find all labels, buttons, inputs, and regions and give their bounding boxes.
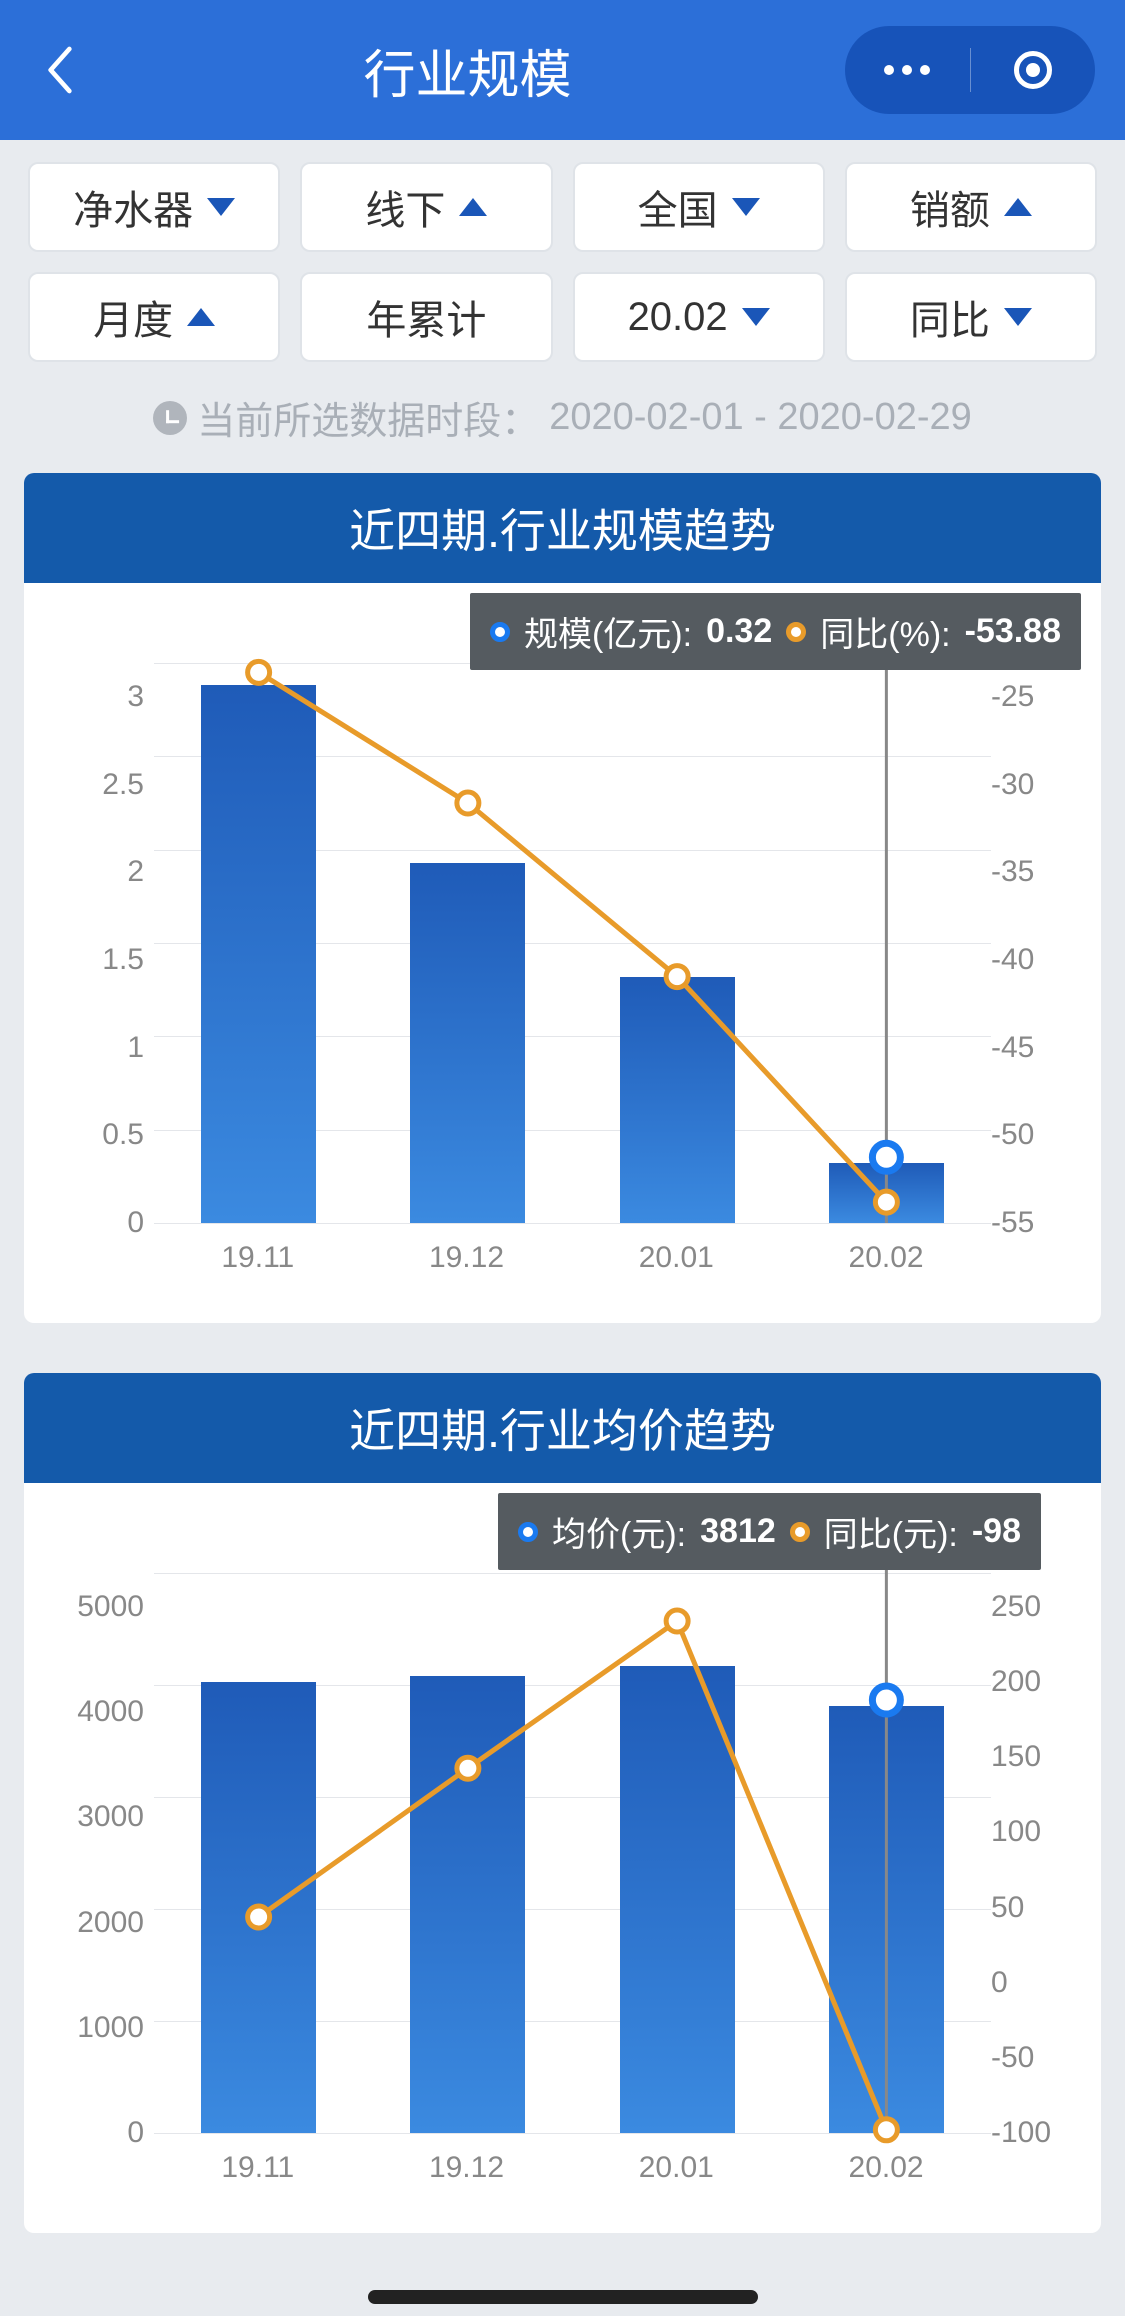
chart-price[interactable]: 均价(元): 3812 同比(元): -98 50004000300020001… xyxy=(24,1483,1101,2233)
filter-metric[interactable]: 销额 xyxy=(845,162,1097,252)
filter-period[interactable]: 20.02 xyxy=(573,272,825,362)
chevron-down-icon xyxy=(1004,308,1032,326)
tooltip-series1-value: 3812 xyxy=(700,1512,776,1551)
chevron-up-icon xyxy=(1004,198,1032,216)
filter-label: 线下 xyxy=(365,178,445,236)
filter-label: 月度 xyxy=(93,288,173,346)
filter-bar: 净水器 线下 全国 销额 月度 年累计 20.02 同比 xyxy=(0,140,1125,374)
tooltip-series1-label: 均价(元): xyxy=(552,1507,686,1556)
home-indicator xyxy=(368,2290,758,2304)
date-range-info: 当前所选数据时段： 2020-02-01 - 2020-02-29 xyxy=(0,374,1125,473)
date-range: 2020-02-01 - 2020-02-29 xyxy=(549,396,972,439)
chart-tooltip: 规模(亿元): 0.32 同比(%): -53.88 xyxy=(470,593,1081,670)
tooltip-series1-label: 规模(亿元): xyxy=(524,607,692,656)
y-axis-left: 500040003000200010000 xyxy=(54,1573,144,2133)
card-price-trend: 近四期.行业均价趋势 均价(元): 3812 同比(元): -98 500040… xyxy=(24,1373,1101,2233)
tooltip-marker-icon xyxy=(790,1522,810,1542)
back-chevron-icon xyxy=(46,46,74,94)
card-title: 近四期.行业规模趋势 xyxy=(24,473,1101,583)
chart-line-overlay xyxy=(154,663,991,1223)
filter-label: 同比 xyxy=(910,288,990,346)
clock-icon xyxy=(153,401,187,435)
capsule-menu-button[interactable] xyxy=(845,26,970,114)
filter-product[interactable]: 净水器 xyxy=(28,162,280,252)
y-axis-left: 32.521.510.50 xyxy=(54,663,144,1223)
filter-label: 年累计 xyxy=(366,288,486,346)
chevron-down-icon xyxy=(742,308,770,326)
y-axis-right: 250200150100500-50-100 xyxy=(991,1573,1081,2133)
filter-label: 20.02 xyxy=(628,295,728,340)
chevron-down-icon xyxy=(732,198,760,216)
filter-label: 净水器 xyxy=(73,178,193,236)
tooltip-marker-icon xyxy=(786,622,806,642)
filter-monthly[interactable]: 月度 xyxy=(28,272,280,362)
miniprogram-capsule xyxy=(845,26,1095,114)
tooltip-marker-icon xyxy=(490,622,510,642)
chevron-up-icon xyxy=(187,308,215,326)
y-axis-right: -25-30-35-40-45-50-55 xyxy=(991,663,1081,1223)
filter-compare[interactable]: 同比 xyxy=(845,272,1097,362)
card-title: 近四期.行业均价趋势 xyxy=(24,1373,1101,1483)
app-header: 行业规模 xyxy=(0,0,1125,140)
filter-channel[interactable]: 线下 xyxy=(300,162,552,252)
target-icon xyxy=(1014,51,1052,89)
chart-scale[interactable]: 规模(亿元): 0.32 同比(%): -53.88 32.521.510.50… xyxy=(24,583,1101,1323)
back-button[interactable] xyxy=(30,40,90,100)
chart-line-overlay xyxy=(154,1573,991,2133)
tooltip-series2-label: 同比(元): xyxy=(824,1507,958,1556)
x-axis: 19.1119.1220.0120.02 xyxy=(154,2151,991,2185)
chevron-down-icon xyxy=(207,198,235,216)
more-icon xyxy=(884,65,930,75)
tooltip-series2-value: -53.88 xyxy=(965,612,1061,651)
tooltip-series2-label: 同比(%): xyxy=(820,607,950,656)
tooltip-series2-value: -98 xyxy=(972,1512,1021,1551)
chart-tooltip: 均价(元): 3812 同比(元): -98 xyxy=(498,1493,1041,1570)
page-title: 行业规模 xyxy=(90,33,845,108)
filter-label: 全国 xyxy=(638,178,718,236)
x-axis: 19.1119.1220.0120.02 xyxy=(154,1241,991,1275)
filter-ytd[interactable]: 年累计 xyxy=(300,272,552,362)
card-scale-trend: 近四期.行业规模趋势 规模(亿元): 0.32 同比(%): -53.88 32… xyxy=(24,473,1101,1323)
date-prefix: 当前所选数据时段： xyxy=(197,390,539,445)
tooltip-marker-icon xyxy=(518,1522,538,1542)
filter-label: 销额 xyxy=(910,178,990,236)
chevron-up-icon xyxy=(459,198,487,216)
capsule-close-button[interactable] xyxy=(971,26,1096,114)
tooltip-series1-value: 0.32 xyxy=(706,612,772,651)
filter-region[interactable]: 全国 xyxy=(573,162,825,252)
